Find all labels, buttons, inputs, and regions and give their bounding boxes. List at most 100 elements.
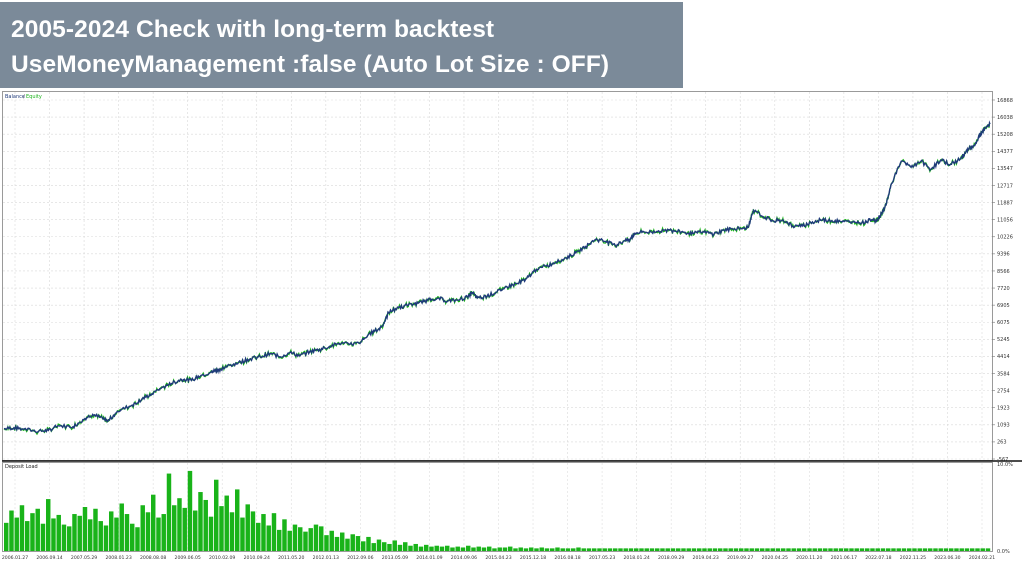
- deposit-load-bar: [98, 521, 103, 551]
- deposit-load-bar: [156, 517, 161, 551]
- y-tick-label: -567: [997, 457, 1008, 463]
- deposit-load-bar: [581, 548, 586, 551]
- deposit-load-bar: [870, 548, 875, 551]
- deposit-load-bar: [61, 524, 67, 551]
- x-tick-label: 2023.06.30: [934, 555, 960, 561]
- balance-line: [3, 120, 991, 434]
- deposit-load-bar: [508, 546, 513, 551]
- deposit-load-bar: [597, 548, 602, 551]
- deposit-load-bar: [686, 548, 691, 551]
- title-banner: 2005-2024 Check with long-term backtest …: [0, 2, 683, 88]
- x-tick-label: 2021.06.17: [831, 555, 857, 561]
- deposit-load-bar: [387, 543, 392, 551]
- load-y-tick-label: 0.0%: [997, 549, 1010, 555]
- x-tick-label: 2018.01.24: [623, 555, 649, 561]
- y-tick-label: 8566: [997, 269, 1010, 275]
- deposit-load-bar: [9, 510, 14, 551]
- deposit-load-bar: [607, 548, 613, 551]
- deposit-load-bar: [124, 514, 130, 551]
- deposit-load-bar: [476, 546, 481, 551]
- deposit-load-bar: [429, 546, 434, 551]
- deposit-load-bars: [4, 470, 991, 551]
- deposit-load-bar: [912, 548, 917, 551]
- deposit-load-bar: [613, 548, 618, 551]
- deposit-load-bar: [140, 505, 145, 551]
- deposit-load-bar: [14, 517, 19, 551]
- deposit-load-bar: [733, 548, 739, 551]
- deposit-load-bar: [497, 547, 502, 551]
- deposit-load-bar: [555, 547, 560, 551]
- y-tick-label: 16038: [997, 115, 1013, 121]
- deposit-load-bar: [287, 530, 292, 551]
- x-tick-label: 2018.09.29: [658, 555, 684, 561]
- deposit-load-bar: [166, 473, 172, 551]
- deposit-load-bar: [980, 548, 985, 551]
- deposit-load-bar: [366, 536, 371, 551]
- deposit-load-bar: [19, 505, 25, 551]
- deposit-load-bar: [917, 548, 922, 551]
- x-tick-label: 2019.09.27: [727, 555, 753, 561]
- x-tick-label: 2015.04.23: [485, 555, 511, 561]
- deposit-load-bar: [634, 548, 639, 551]
- deposit-load-bar: [812, 548, 817, 551]
- deposit-load-bar: [754, 548, 760, 551]
- y-tick-label: 3584: [997, 371, 1010, 377]
- deposit-load-bar: [382, 542, 387, 551]
- x-tick-label: 2007.05.29: [71, 555, 97, 561]
- deposit-load-bar: [817, 548, 823, 551]
- deposit-load-bar: [282, 519, 287, 551]
- deposit-load-bar: [434, 545, 439, 551]
- deposit-load-bar: [565, 548, 571, 551]
- deposit-load-bar: [523, 548, 529, 551]
- deposit-load-bar: [849, 548, 854, 551]
- deposit-load-bar: [891, 548, 896, 551]
- deposit-load-bar: [623, 548, 628, 551]
- deposit-load-bar: [770, 548, 775, 551]
- x-tick-label: 2020.04.25: [762, 555, 788, 561]
- deposit-load-bar: [250, 511, 256, 551]
- deposit-load-bar: [954, 548, 959, 551]
- deposit-load-bar: [502, 547, 508, 551]
- deposit-load-bar: [130, 523, 135, 551]
- deposit-load-bar: [450, 547, 455, 551]
- deposit-load-bar: [261, 514, 266, 551]
- deposit-load-bar: [539, 547, 544, 551]
- deposit-load-bar: [854, 548, 859, 551]
- deposit-load-bar: [114, 517, 119, 551]
- x-tick-label: 2012.09.06: [347, 555, 373, 561]
- deposit-load-bar: [875, 548, 880, 551]
- deposit-load-bar: [492, 548, 497, 551]
- deposit-load-bar: [72, 514, 77, 551]
- deposit-load-bar: [802, 548, 807, 551]
- deposit-load-bar: [775, 548, 781, 551]
- deposit-load-bar: [319, 526, 324, 551]
- deposit-load-bar: [718, 548, 723, 551]
- x-tick-label: 2024.02.21: [969, 555, 995, 561]
- deposit-load-bar: [865, 548, 870, 551]
- deposit-load-bar: [959, 548, 964, 551]
- y-tick-label: 2754: [997, 388, 1010, 394]
- deposit-load-bar: [828, 548, 833, 551]
- deposit-load-bar: [182, 507, 187, 551]
- deposit-load-bar: [844, 548, 849, 551]
- deposit-load-bar: [602, 548, 607, 551]
- deposit-load-bar: [345, 538, 350, 551]
- deposit-load-bar: [628, 548, 634, 551]
- x-tick-label: 2016.08.18: [554, 555, 580, 561]
- y-tick-label: 6905: [997, 303, 1010, 309]
- y-tick-label: 14377: [997, 149, 1013, 155]
- deposit-load-bar: [938, 548, 943, 551]
- deposit-load-bar: [886, 548, 891, 551]
- deposit-load-bar: [219, 506, 224, 551]
- deposit-load-bar: [46, 499, 51, 551]
- deposit-load-bar: [670, 548, 676, 551]
- deposit-load-bar: [271, 513, 277, 551]
- deposit-load-bar: [707, 548, 712, 551]
- deposit-load-bar: [880, 548, 886, 551]
- deposit-load-bar: [765, 548, 770, 551]
- deposit-load-bar: [77, 515, 82, 551]
- y-tick-label: 7720: [997, 286, 1010, 292]
- deposit-load-bar: [4, 522, 9, 551]
- deposit-load-bar: [586, 548, 592, 551]
- deposit-load-bar: [833, 548, 838, 551]
